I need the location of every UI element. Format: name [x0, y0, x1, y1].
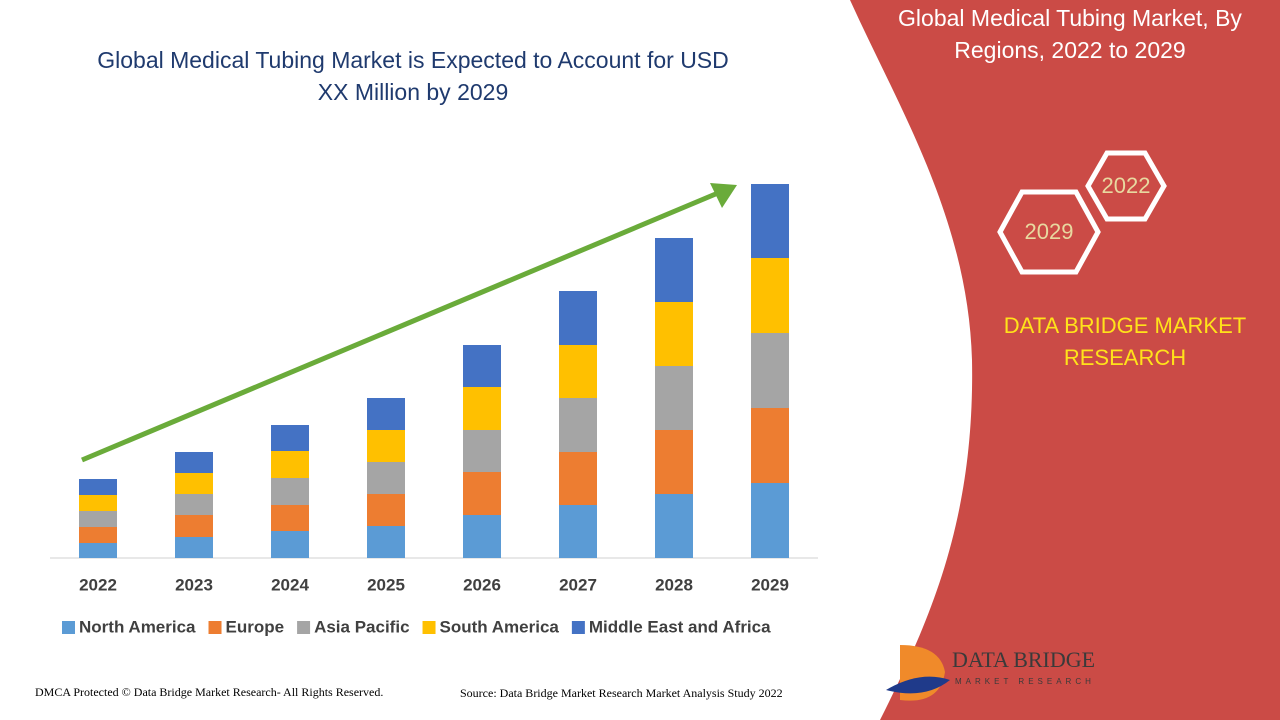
bar-segment [271, 531, 309, 558]
bar-segment [655, 430, 693, 494]
bar-segment [271, 478, 309, 505]
bar-segment [655, 302, 693, 366]
bar-segment [271, 505, 309, 531]
legend-swatch [297, 621, 311, 634]
x-tick-label: 2026 [463, 575, 501, 594]
bar-segment [367, 462, 405, 494]
bar-segment [367, 526, 405, 558]
bar-segment [463, 345, 501, 387]
bar-segment [559, 398, 597, 452]
legend-label: North America [79, 617, 196, 636]
legend-swatch [62, 621, 75, 634]
bar-segment [655, 494, 693, 558]
legend-label: Asia Pacific [314, 617, 409, 636]
x-tick-label: 2022 [79, 575, 117, 594]
logo-text: DATA BRIDGE [952, 647, 1095, 672]
x-tick-label: 2025 [367, 575, 405, 594]
legend-swatch [571, 621, 585, 634]
source-note: Source: Data Bridge Market Research Mark… [460, 686, 783, 700]
legend-label: Middle East and Africa [589, 617, 771, 636]
x-tick-label: 2024 [271, 575, 309, 594]
bar-segment [559, 291, 597, 345]
bar-segment [367, 494, 405, 526]
bar-segment [559, 505, 597, 558]
legend-label: South America [440, 617, 560, 636]
bar-segment [271, 425, 309, 451]
legend-swatch [422, 621, 436, 634]
side-panel [850, 0, 1280, 720]
bar-segment [751, 333, 789, 408]
hexagon-label: 2022 [1102, 173, 1151, 198]
footer-note: DMCA Protected © Data Bridge Market Rese… [35, 685, 383, 699]
x-tick-label: 2028 [655, 575, 693, 594]
panel-title: Global Medical Tubing Market, By Regions… [898, 5, 1242, 63]
bar-segment [463, 472, 501, 515]
bar-segment [463, 430, 501, 472]
hexagon-label: 2029 [1025, 219, 1074, 244]
bar-segment [751, 184, 789, 258]
bar-segment [751, 408, 789, 483]
legend-label: Europe [226, 617, 285, 636]
bar-segment [463, 387, 501, 430]
bar-segment [559, 345, 597, 398]
logo-subtext: MARKET RESEARCH [955, 677, 1095, 686]
bar-segment [751, 483, 789, 558]
bar-segment [79, 479, 117, 495]
bar-segment [79, 495, 117, 511]
hexagon [1085, 150, 1167, 222]
brand-name: DATA BRIDGE MARKET RESEARCH [1003, 313, 1247, 370]
bar-segment [367, 398, 405, 430]
legend-swatch [208, 621, 222, 634]
x-tick-label: 2023 [175, 575, 213, 594]
bar-segment [79, 527, 117, 543]
x-tick-label: 2027 [559, 575, 597, 594]
bar-segment [79, 543, 117, 558]
bar-segment [175, 494, 213, 515]
bar-segment [367, 430, 405, 462]
bar-segment [175, 515, 213, 537]
bar-segment [463, 515, 501, 558]
bar-segment [175, 473, 213, 494]
logo-mark [886, 676, 950, 694]
bar-segment [559, 452, 597, 505]
arrow-head [710, 183, 737, 208]
bar-segment [271, 451, 309, 478]
bar-segment [751, 258, 789, 333]
bar-segment [655, 238, 693, 302]
bar-segment [175, 537, 213, 558]
bar-segment [655, 366, 693, 430]
chart-title: Global Medical Tubing Market is Expected… [97, 47, 729, 105]
x-tick-label: 2029 [751, 575, 789, 594]
trend-arrow [81, 190, 719, 463]
bar-segment [79, 511, 117, 527]
bar-segment [175, 452, 213, 473]
hexagon [997, 189, 1101, 275]
